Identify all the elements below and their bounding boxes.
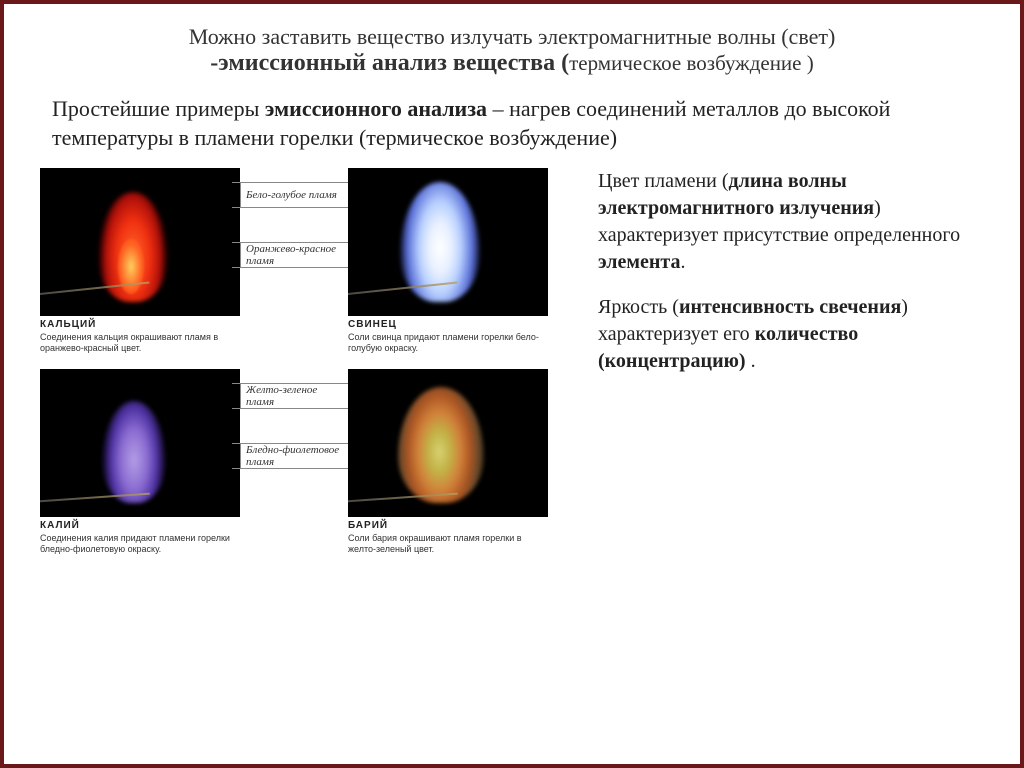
content-area: КАЛЬЦИЙ Соединения кальция окрашивают пл… <box>4 162 1020 555</box>
element-desc-lead: Соли свинца придают пламени горелки бело… <box>348 332 548 355</box>
flame-row-1: КАЛЬЦИЙ Соединения кальция окрашивают пл… <box>40 168 580 355</box>
header-paren: термическое возбуждение ) <box>569 51 814 75</box>
intro-prefix: Простейшие примеры <box>52 96 265 121</box>
flame-image-potassium <box>40 369 240 517</box>
header-line-1: Можно заставить вещество излучать электр… <box>64 24 960 50</box>
tile-barium: БАРИЙ Соли бария окрашивают пламя горелк… <box>348 369 548 556</box>
flame-icon <box>398 387 484 503</box>
element-desc-potassium: Соединения калия придают пламени горелки… <box>40 533 240 556</box>
intro-paragraph: Простейшие примеры эмиссионного анализа … <box>4 89 1020 162</box>
element-name-calcium: КАЛЬЦИЙ <box>40 319 240 330</box>
element-name-lead: СВИНЕЦ <box>348 319 548 330</box>
side-paragraph-1: Цвет пламени (длина волны электромагнитн… <box>598 168 980 276</box>
p2-e: . <box>746 350 756 372</box>
p1-a: Цвет пламени ( <box>598 170 729 192</box>
tile-potassium: КАЛИЙ Соединения калия придают пламени г… <box>40 369 240 556</box>
p1-d: элемента <box>598 251 680 273</box>
flame-grid: КАЛЬЦИЙ Соединения кальция окрашивают пл… <box>40 162 580 555</box>
tile-lead: СВИНЕЦ Соли свинца придают пламени горел… <box>348 168 548 355</box>
mid-labels-row1: Бело-голубое пламя Оранжево-красное плам… <box>240 168 348 292</box>
mid-label-yellow-green: Желто-зеленое пламя <box>240 383 348 409</box>
element-desc-barium: Соли бария окрашивают пламя горелки в же… <box>348 533 548 556</box>
p2-b: интенсивность свечения <box>679 296 901 318</box>
mid-label-pale-violet: Бледно-фиолетовое пламя <box>240 443 348 469</box>
mid-labels-row2: Желто-зеленое пламя Бледно-фиолетовое пл… <box>240 369 348 493</box>
header-bold: -эмиссионный анализ вещества ( <box>210 50 569 76</box>
mid-label-orange-red: Оранжево-красное пламя <box>240 242 348 268</box>
header-line-2: -эмиссионный анализ вещества (термическо… <box>64 50 960 77</box>
slide-header: Можно заставить вещество излучать электр… <box>4 4 1020 89</box>
flame-image-lead <box>348 168 548 316</box>
side-text: Цвет пламени (длина волны электромагнитн… <box>598 162 980 555</box>
element-desc-calcium: Соединения кальция окрашивают пламя в ор… <box>40 332 240 355</box>
element-name-barium: БАРИЙ <box>348 520 548 531</box>
p2-a: Яркость ( <box>598 296 679 318</box>
tile-calcium: КАЛЬЦИЙ Соединения кальция окрашивают пл… <box>40 168 240 355</box>
flame-row-2: КАЛИЙ Соединения калия придают пламени г… <box>40 369 580 556</box>
p1-e: . <box>680 251 685 273</box>
element-name-potassium: КАЛИЙ <box>40 520 240 531</box>
flame-icon <box>102 401 166 503</box>
mid-label-white-blue: Бело-голубое пламя <box>240 182 348 208</box>
flame-image-calcium <box>40 168 240 316</box>
side-paragraph-2: Яркость (интенсивность свечения) характе… <box>598 294 980 375</box>
intro-bold: эмиссионного анализа <box>265 96 487 121</box>
flame-image-barium <box>348 369 548 517</box>
